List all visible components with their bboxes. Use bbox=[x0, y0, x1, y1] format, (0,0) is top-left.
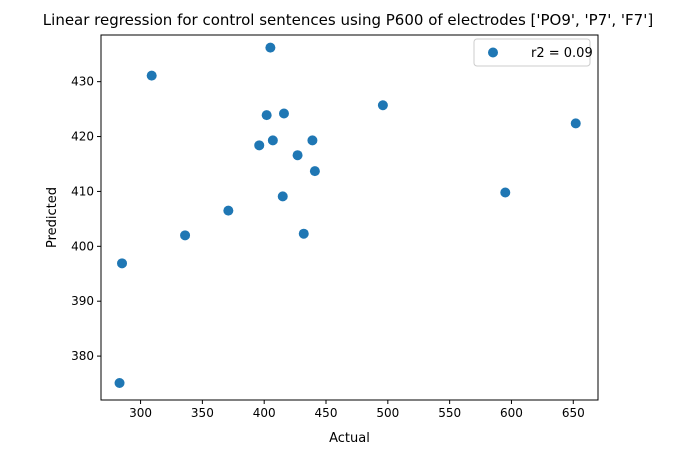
data-point bbox=[309, 166, 320, 177]
data-point bbox=[500, 187, 511, 198]
data-point bbox=[146, 70, 157, 81]
legend-box bbox=[473, 38, 591, 67]
chart-title: Linear regression for control sentences … bbox=[43, 11, 653, 29]
legend-label: r2 = 0.09 bbox=[531, 46, 593, 61]
y-tick-label: 390 bbox=[71, 294, 94, 308]
y-tick-label: 410 bbox=[71, 184, 94, 198]
y-axis: 380 390 400 410 420 430 bbox=[71, 75, 101, 363]
data-point bbox=[223, 205, 234, 216]
data-point bbox=[298, 228, 309, 239]
x-axis: 300 350 400 450 500 550 600 650 bbox=[129, 400, 585, 420]
y-axis-label: Predicted bbox=[45, 187, 60, 248]
data-point bbox=[307, 135, 318, 146]
data-point bbox=[114, 377, 125, 388]
legend-marker bbox=[488, 47, 498, 58]
legend: r2 = 0.09 bbox=[473, 38, 593, 67]
data-point bbox=[377, 100, 388, 111]
x-tick-label: 500 bbox=[376, 406, 399, 420]
data-point bbox=[570, 118, 581, 129]
data-point bbox=[261, 110, 272, 121]
x-tick-label: 450 bbox=[315, 406, 338, 420]
x-tick-label: 600 bbox=[500, 406, 523, 420]
data-point bbox=[267, 135, 278, 146]
x-tick-label: 650 bbox=[562, 406, 585, 420]
data-point bbox=[117, 258, 128, 269]
y-tick-label: 430 bbox=[71, 75, 94, 89]
y-tick-label: 380 bbox=[71, 349, 94, 363]
x-tick-label: 300 bbox=[129, 406, 152, 420]
data-point bbox=[277, 191, 288, 202]
x-axis-label: Actual bbox=[329, 431, 370, 446]
x-tick-label: 400 bbox=[253, 406, 276, 420]
plot-frame bbox=[100, 34, 599, 401]
y-tick-label: 420 bbox=[71, 130, 94, 144]
data-point bbox=[292, 150, 303, 161]
data-point bbox=[265, 42, 276, 53]
x-tick-label: 550 bbox=[438, 406, 461, 420]
scatter-points bbox=[114, 42, 581, 388]
x-tick-label: 350 bbox=[191, 406, 214, 420]
y-tick-label: 400 bbox=[71, 239, 94, 253]
data-point bbox=[254, 140, 265, 151]
data-point bbox=[278, 108, 289, 119]
data-point bbox=[180, 230, 191, 241]
